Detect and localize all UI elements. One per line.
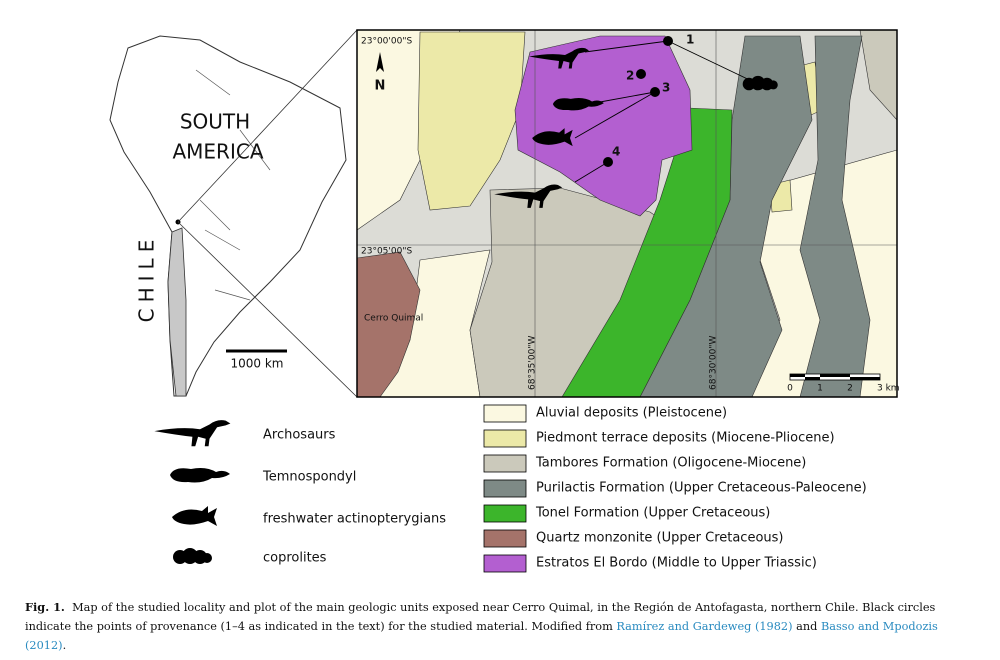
lat-label: 23°05'00"S [361,247,412,257]
legend-swatch [483,554,527,573]
legend-swatch [483,404,527,423]
legend-label: Purilactis Formation (Upper Cretaceous-P… [536,481,867,496]
region-label-2: AMERICA [172,140,263,164]
legend-swatch [483,429,527,448]
overview-map: SOUTH AMERICA CHILE 1000 km [109,29,358,398]
legend-label: Aluvial deposits (Pleistocene) [536,406,727,421]
legend-label: Tambores Formation (Oligocene-Miocene) [535,456,806,471]
legend-label: Quartz monzonite (Upper Cretaceous) [536,531,784,546]
locality-label: 3 [662,81,670,95]
reference-link[interactable]: Basso and Mpodozis (2012) [25,620,938,652]
figure: SOUTH AMERICA CHILE 1000 km 23°00'00"S 2… [109,29,900,573]
caption-text: and [796,620,818,633]
region-label-1: SOUTH [180,110,250,134]
locality-label: 1 [686,33,694,47]
caption: Fig. 1. Map of the studied locality and … [25,598,980,655]
caption-label: Fig. 1. [25,600,65,614]
legend-label: Estratos El Bordo (Middle to Upper Trias… [536,556,817,571]
locality-label: 2 [626,69,634,83]
legend-swatch [483,529,527,548]
geologic-unit [417,31,526,211]
legend-label: Piedmont terrace deposits (Miocene-Plioc… [536,431,835,446]
legend-label: Tonel Formation (Upper Cretaceous) [535,506,770,521]
legend-swatch [483,504,527,523]
legend-swatch [483,479,527,498]
geologic-unit [799,35,871,397]
caption-text: . [62,639,67,652]
scale-label: 2 [847,384,853,394]
scale-label: 3 km [877,384,900,394]
fossil-legend-label: coprolites [263,551,327,566]
locality-label: 4 [612,145,620,159]
lat-label: 23°00'00"S [361,37,412,47]
scale-label: 1 [817,384,823,394]
geologic-unit [357,251,421,397]
fossil-legend-label: Temnospondyl [262,470,356,485]
legend-swatch [483,454,527,473]
country-label: CHILE [135,234,159,323]
caption-text: Map of the studied locality and plot of … [25,601,936,633]
detail-map [357,30,897,397]
geologic-unit [561,107,733,397]
fossil-legend-label: freshwater actinopterygians [263,512,446,527]
place-label: Cerro Quimal [364,314,423,324]
lon-label: 68°30'00"W [709,336,719,390]
reference-link[interactable]: Ramírez and Gardeweg (1982) [616,620,793,633]
scale-label: 0 [787,384,793,394]
lon-label: 68°35'00"W [528,336,538,390]
geologic-unit [859,30,897,121]
north-arrow: N [375,79,386,94]
geologic-unit [514,35,693,217]
scale-label: 1000 km [231,357,284,371]
fossil-legend-label: Archosaurs [263,428,336,443]
